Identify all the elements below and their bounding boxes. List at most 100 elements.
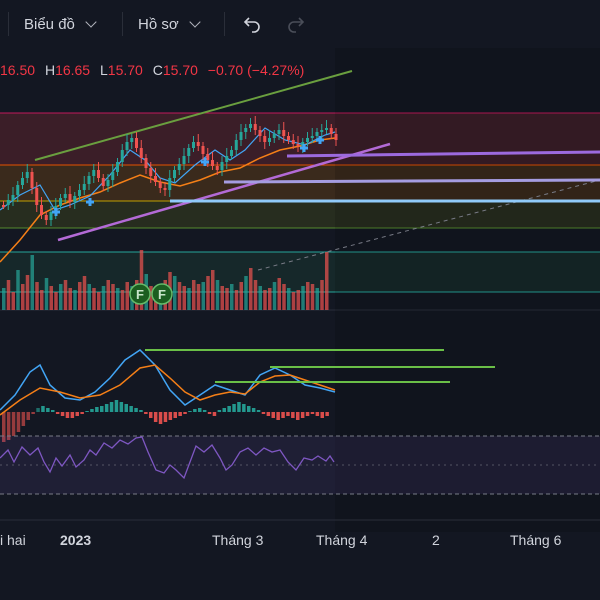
redo-icon [288, 17, 305, 33]
volume-bar [2, 288, 6, 310]
volume-bar [263, 290, 267, 310]
candle-body [168, 178, 172, 190]
macd-histogram-bar [207, 412, 212, 414]
macd-histogram-bar [261, 412, 266, 414]
candle-body [249, 124, 252, 128]
candle-body [111, 172, 115, 180]
candle-body [334, 134, 338, 140]
candle-body [196, 142, 200, 146]
undo-icon [243, 17, 260, 33]
volume-bar [116, 288, 120, 310]
toolbar-divider [224, 12, 225, 36]
macd-histogram-bar [198, 408, 202, 412]
volume-bar [120, 290, 125, 310]
macd-histogram-bar [51, 410, 55, 412]
macd-histogram-bar [75, 412, 79, 416]
volume-bar [291, 292, 296, 310]
change-value: −0.70 (−4.27%) [207, 62, 305, 78]
volume-bar [68, 288, 72, 310]
macd-histogram-bar [85, 411, 89, 412]
open-value: 16.50 [0, 62, 36, 78]
macd-histogram-bar [300, 412, 305, 418]
candle-body [68, 194, 72, 202]
candle-body [177, 164, 181, 170]
candle-body [135, 138, 138, 148]
profile-menu-label: Hồ sơ [138, 15, 179, 33]
candle-body [225, 156, 229, 162]
chart-menu-button[interactable]: Biểu đồ [24, 0, 97, 48]
volume-bar [301, 286, 305, 310]
macd-histogram-bar [291, 412, 295, 418]
high-value: 16.65 [55, 62, 91, 78]
volume-bar [173, 276, 177, 310]
redo-button[interactable] [284, 0, 308, 48]
volume-bar [306, 282, 310, 310]
macd-histogram-bar [256, 410, 261, 412]
candle-body [239, 132, 243, 140]
candle-body [120, 150, 124, 162]
macd-histogram-bar [149, 412, 153, 418]
macd-histogram-bar [271, 412, 275, 418]
macd-histogram-bar [232, 404, 236, 412]
candle-body [206, 154, 210, 160]
volume-bar [282, 284, 286, 310]
candle-body [325, 128, 328, 130]
event-marker[interactable]: F [151, 283, 173, 305]
volume-bar [201, 282, 205, 310]
candle-body [315, 132, 319, 136]
price-chart[interactable]: F F [0, 48, 600, 532]
volume-bar [272, 282, 277, 310]
macd-histogram-bar [6, 412, 11, 440]
zone-olive [0, 201, 600, 228]
candle-body [211, 160, 214, 166]
macd-histogram-bar [26, 412, 30, 420]
candle-body [49, 212, 53, 220]
candle-body [272, 134, 276, 138]
candle-body [73, 196, 77, 202]
volume-bar [320, 280, 324, 310]
macd-histogram-bar [139, 410, 143, 412]
volume-bar [196, 284, 201, 310]
channel-upper-line [34, 70, 353, 161]
event-marker[interactable]: F [129, 283, 151, 305]
candle-body [287, 136, 290, 140]
macd-histogram-bar [247, 406, 251, 412]
macd-histogram-bar [320, 412, 324, 418]
candle-body [277, 130, 281, 134]
candle-body [144, 158, 148, 168]
macd-histogram-bar [124, 404, 128, 412]
macd-histogram-bar [134, 408, 138, 412]
candle-body [263, 136, 267, 142]
time-axis-label: 2 [432, 532, 440, 548]
candle-body [116, 162, 119, 172]
signal-markers [52, 136, 324, 216]
macd-histogram-bar [227, 406, 231, 412]
candle-body [173, 170, 176, 178]
candle-body [40, 205, 43, 215]
candle-body [310, 136, 314, 138]
candle-body [215, 166, 219, 170]
macd-histogram-bar [193, 409, 197, 412]
volume-bar [73, 290, 77, 310]
undo-button[interactable] [240, 0, 264, 48]
toolbar-divider [122, 12, 123, 36]
event-marker-label: F [136, 287, 144, 302]
macd-histogram-bar [183, 412, 187, 414]
profile-menu-button[interactable]: Hồ sơ [138, 0, 201, 48]
macd-histogram-bar [46, 408, 50, 412]
time-axis-label: Tháng 3 [212, 532, 264, 548]
support-line-purple [286, 150, 600, 158]
macd-line [0, 349, 336, 411]
candle-body [101, 178, 105, 186]
candle-body [163, 188, 167, 190]
candle-body [192, 142, 195, 148]
candle-body [11, 195, 15, 200]
low-value: 15.70 [107, 62, 143, 78]
volume-bar [21, 284, 25, 310]
chevron-down-icon [189, 15, 201, 28]
high-key: H [44, 62, 56, 78]
macd-histogram-bar [109, 402, 114, 412]
low-key: L [100, 62, 108, 78]
candle-body [44, 215, 48, 220]
candle-body [244, 128, 248, 132]
